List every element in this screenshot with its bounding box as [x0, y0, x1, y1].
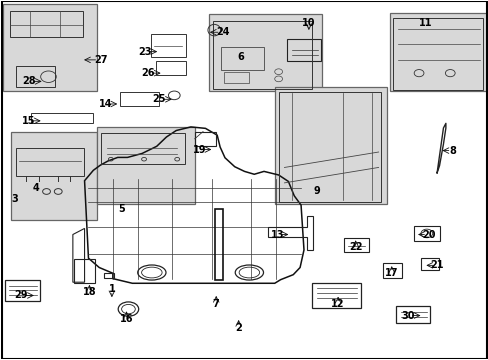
Text: 18: 18	[82, 287, 96, 297]
Text: 15: 15	[22, 116, 36, 126]
Text: 22: 22	[348, 242, 362, 252]
Text: 17: 17	[384, 268, 398, 278]
Text: 19: 19	[192, 144, 206, 154]
Bar	[74, 259, 95, 283]
Text: 29: 29	[14, 291, 28, 301]
Bar	[151, 34, 185, 57]
Text: 14: 14	[99, 99, 112, 109]
Text: 20: 20	[421, 230, 435, 239]
Bar	[156, 61, 185, 75]
Text: 7: 7	[212, 299, 219, 309]
Text: 25: 25	[152, 94, 165, 104]
Bar	[101, 134, 184, 164]
Bar	[31, 113, 93, 123]
Bar	[382, 263, 402, 278]
Bar	[420, 258, 438, 270]
Bar	[120, 92, 159, 107]
Bar	[16, 66, 55, 87]
Text: 9: 9	[313, 186, 319, 197]
Text: 28: 28	[22, 76, 36, 86]
Text: 16: 16	[120, 314, 133, 324]
Bar	[344, 238, 368, 252]
Text: 21: 21	[429, 260, 443, 270]
Bar	[389, 13, 487, 91]
Text: 8: 8	[449, 145, 456, 156]
Bar	[4, 280, 40, 301]
Text: 24: 24	[215, 27, 229, 37]
Text: 11: 11	[418, 18, 432, 28]
Bar	[3, 4, 97, 91]
Text: 10: 10	[302, 18, 315, 28]
Bar	[209, 14, 321, 91]
Bar	[224, 72, 249, 83]
Bar	[287, 40, 320, 61]
Bar	[213, 21, 311, 89]
Bar	[392, 18, 483, 90]
Text: 2: 2	[235, 323, 242, 333]
Bar	[194, 132, 216, 146]
Text: 23: 23	[138, 46, 151, 57]
Bar	[16, 148, 83, 176]
Bar	[11, 132, 97, 220]
Text: 1: 1	[108, 284, 115, 294]
Text: 26: 26	[141, 68, 154, 78]
Bar	[413, 226, 439, 241]
Bar	[278, 92, 380, 202]
Bar	[97, 127, 194, 204]
Text: 27: 27	[94, 55, 107, 65]
Text: 5: 5	[118, 204, 125, 215]
Text: 6: 6	[237, 52, 244, 62]
Bar	[214, 209, 222, 280]
Text: 3: 3	[11, 194, 18, 204]
Bar	[221, 47, 264, 69]
Bar	[104, 273, 114, 278]
Text: 4: 4	[32, 183, 39, 193]
Text: 30: 30	[400, 311, 414, 320]
Bar	[10, 12, 82, 37]
Bar	[395, 306, 429, 323]
Text: 12: 12	[331, 299, 344, 309]
Bar	[311, 283, 360, 309]
Bar	[274, 87, 386, 204]
Text: 13: 13	[270, 230, 284, 239]
